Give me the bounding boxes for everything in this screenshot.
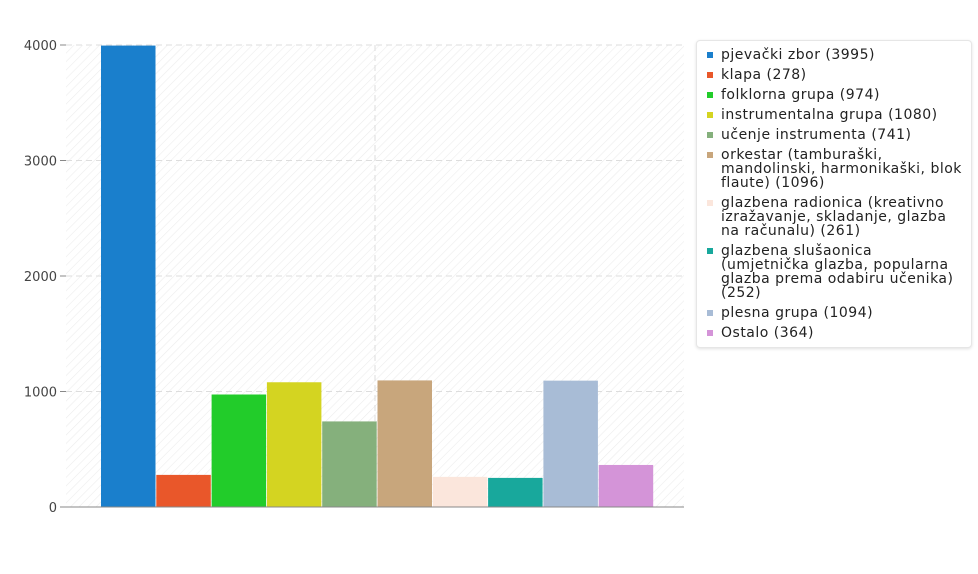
legend-label: pjevački zbor (3995) — [721, 47, 875, 63]
legend-label: učenje instrumenta (741) — [721, 127, 912, 143]
bar-5[interactable] — [322, 421, 377, 507]
bar-6[interactable] — [377, 380, 433, 507]
legend: pjevački zbor (3995) klapa (278) folklorna… — [696, 40, 972, 348]
legend-swatch — [707, 310, 713, 316]
legend-swatch — [707, 200, 713, 206]
bar-8[interactable] — [488, 477, 543, 507]
legend-swatch — [707, 72, 713, 78]
bar-10[interactable] — [598, 464, 654, 507]
legend-item[interactable]: orkestar (tamburaški, mandolinski, harmo… — [707, 148, 965, 190]
legend-label: plesna grupa (1094) — [721, 305, 874, 321]
y-tick-label: 4000 — [24, 39, 57, 54]
legend-item[interactable]: učenje instrumenta (741) — [707, 128, 965, 142]
y-tick-label: 0 — [49, 501, 57, 516]
y-tick-label: 1000 — [24, 386, 57, 401]
legend-swatch — [707, 112, 713, 118]
y-axis-ticks: 0 1000 2000 3000 4000 — [24, 39, 66, 516]
y-tick-label: 2000 — [24, 270, 57, 285]
legend-label: instrumentalna grupa (1080) — [721, 107, 938, 123]
bar-9[interactable] — [543, 380, 598, 507]
legend-item[interactable]: glazbena slušaonica (umjetnička glazba, … — [707, 244, 965, 300]
legend-item[interactable]: folklorna grupa (974) — [707, 88, 965, 102]
legend-item[interactable]: klapa (278) — [707, 68, 965, 82]
bars — [101, 45, 654, 507]
legend-label: glazbena radionica (kreativno izražavanj… — [721, 195, 947, 239]
bar-1[interactable] — [101, 45, 156, 507]
bar-4[interactable] — [266, 382, 322, 507]
bar-2[interactable] — [156, 474, 211, 507]
legend-swatch — [707, 330, 713, 336]
legend-swatch — [707, 152, 713, 158]
legend-label: folklorna grupa (974) — [721, 87, 880, 103]
bar-7[interactable] — [432, 476, 488, 507]
legend-swatch — [707, 52, 713, 58]
legend-swatch — [707, 132, 713, 138]
legend-label: glazbena slušaonica (umjetnička glazba, … — [721, 243, 954, 301]
legend-item[interactable]: Ostalo (364) — [707, 326, 965, 340]
legend-swatch — [707, 248, 713, 254]
legend-label: Ostalo (364) — [721, 325, 814, 341]
legend-item[interactable]: instrumentalna grupa (1080) — [707, 108, 965, 122]
legend-label: orkestar (tamburaški, mandolinski, harmo… — [721, 147, 962, 191]
legend-item[interactable]: glazbena radionica (kreativno izražavanj… — [707, 196, 965, 238]
legend-swatch — [707, 92, 713, 98]
legend-item[interactable]: pjevački zbor (3995) — [707, 48, 965, 62]
bar-3[interactable] — [211, 394, 267, 507]
legend-label: klapa (278) — [721, 67, 807, 83]
legend-item[interactable]: plesna grupa (1094) — [707, 306, 965, 320]
y-tick-label: 3000 — [24, 155, 57, 170]
